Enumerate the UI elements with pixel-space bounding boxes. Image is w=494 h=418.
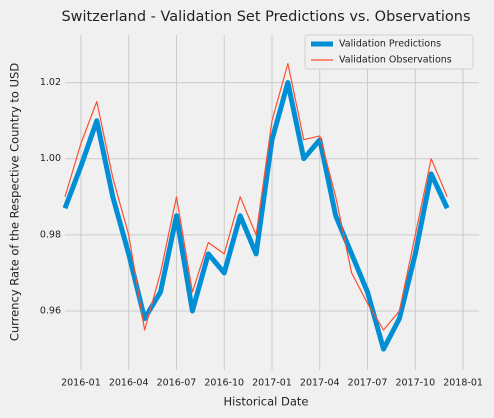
legend-label: Validation Predictions: [339, 39, 441, 50]
series-line: [64, 63, 448, 331]
x-tick-label: 2016-04: [109, 378, 149, 389]
x-tick-label: 2016-07: [157, 378, 197, 389]
y-axis-label: Currency Rate of the Respective Country …: [8, 63, 22, 341]
x-axis-label: Historical Date: [223, 395, 308, 409]
legend-box: [304, 34, 474, 70]
x-tick-label: 2017-01: [252, 378, 292, 389]
x-tick-label: 2017-04: [300, 378, 340, 389]
x-tick-label: 2018-01: [443, 378, 483, 389]
y-tick-label: 1.02: [40, 77, 61, 88]
legend-label: Validation Observations: [339, 55, 452, 66]
x-tick-label: 2017-10: [395, 378, 435, 389]
x-tick-label: 2016-01: [61, 378, 101, 389]
x-tick-label: 2016-10: [204, 378, 244, 389]
chart-title: Switzerland - Validation Set Predictions…: [61, 9, 470, 25]
y-tick-label: 1.00: [40, 153, 61, 164]
x-tick-label: 2017-07: [348, 378, 388, 389]
series-line: [62, 80, 450, 352]
y-tick-label: 0.98: [40, 229, 61, 240]
y-tick-label: 0.96: [40, 305, 61, 316]
